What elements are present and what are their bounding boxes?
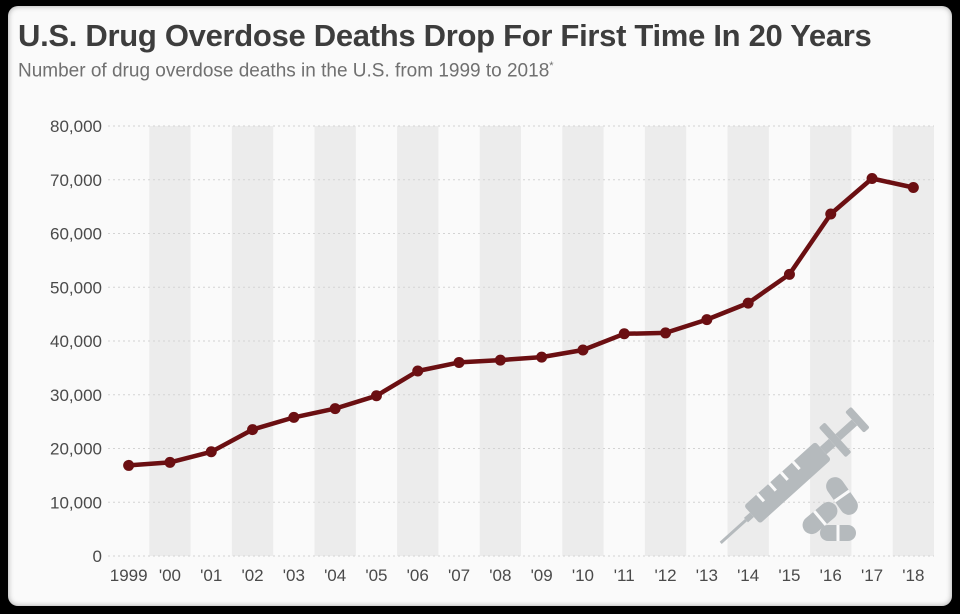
- data-point: [247, 424, 259, 436]
- data-point: [825, 208, 837, 220]
- x-tick-label: '18: [902, 566, 924, 585]
- series-points: [123, 172, 919, 471]
- data-point: [288, 411, 300, 423]
- x-tick-label: 1999: [110, 566, 148, 585]
- x-tick-label: '04: [324, 566, 346, 585]
- x-tick-label: '01: [200, 566, 222, 585]
- x-tick-label: '14: [737, 566, 759, 585]
- x-tick-label: '02: [241, 566, 263, 585]
- data-point: [742, 297, 754, 309]
- x-tick-label: '03: [283, 566, 305, 585]
- data-point: [494, 354, 506, 366]
- x-tick-label: '10: [572, 566, 594, 585]
- chart-title: U.S. Drug Overdose Deaths Drop For First…: [18, 18, 872, 53]
- data-point: [577, 344, 589, 356]
- data-point: [536, 351, 548, 363]
- x-tick-label: '12: [654, 566, 676, 585]
- data-point: [701, 314, 713, 326]
- x-tick-label: '11: [614, 566, 635, 585]
- x-tick-label: '13: [696, 566, 718, 585]
- x-tick-label: '08: [489, 566, 511, 585]
- column-band: [644, 126, 687, 556]
- series-line: [126, 176, 916, 468]
- x-tick-label: '09: [531, 566, 553, 585]
- y-tick-label: 0: [93, 547, 102, 566]
- y-tick-label: 60,000: [50, 225, 102, 244]
- data-point: [453, 356, 465, 368]
- data-point: [329, 403, 341, 415]
- data-point: [123, 459, 135, 471]
- data-point: [164, 456, 176, 468]
- y-tick-label: 40,000: [50, 332, 102, 351]
- x-tick-label: '16: [820, 566, 842, 585]
- chart-subtitle: Number of drug overdose deaths in the U.…: [18, 60, 554, 82]
- data-point: [205, 446, 217, 458]
- data-point: [866, 172, 878, 184]
- y-tick-label: 50,000: [50, 278, 102, 297]
- x-tick-label: '06: [407, 566, 429, 585]
- x-axis-ticks: 1999 '00 '01 '02 '03 '04 '05 '06 '07 '08 '09 '10 '11…: [110, 566, 925, 585]
- subtitle-footnote-mark: *: [549, 60, 554, 72]
- data-point: [907, 182, 919, 194]
- x-tick-label: '07: [448, 566, 470, 585]
- y-tick-label: 30,000: [50, 386, 102, 405]
- data-point: [783, 268, 795, 280]
- x-tick-label: '15: [778, 566, 800, 585]
- data-point: [370, 390, 382, 402]
- y-tick-label: 10,000: [50, 493, 102, 512]
- y-tick-label: 70,000: [50, 171, 102, 190]
- y-tick-label: 80,000: [50, 117, 102, 136]
- x-tick-label: '17: [861, 566, 883, 585]
- x-tick-label: '05: [365, 566, 387, 585]
- y-tick-label: 20,000: [50, 440, 102, 459]
- y-axis-ticks: 0 10,000 20,000 30,000 40,000 50,000 60,000 70,…: [50, 117, 102, 566]
- data-point: [618, 328, 630, 340]
- syringe-and-pills-icon: [719, 407, 869, 545]
- chart-subtitle-text: Number of drug overdose deaths in the U.…: [18, 60, 550, 82]
- column-bands: [149, 126, 934, 556]
- data-point: [412, 365, 424, 377]
- x-tick-label: '00: [159, 566, 181, 585]
- data-point: [660, 327, 672, 339]
